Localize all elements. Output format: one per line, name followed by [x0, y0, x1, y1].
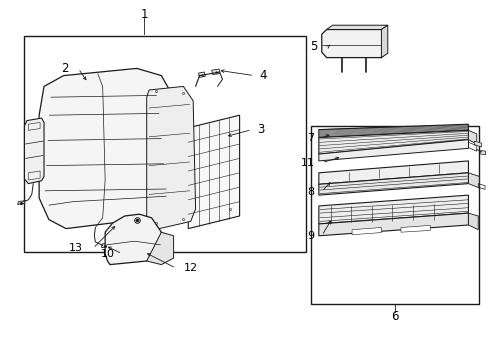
Text: 11: 11 — [300, 158, 314, 168]
Text: 8: 8 — [306, 186, 314, 197]
Polygon shape — [102, 243, 107, 248]
Text: 7: 7 — [306, 132, 314, 143]
Text: 3: 3 — [256, 123, 264, 136]
Polygon shape — [468, 213, 477, 230]
Polygon shape — [400, 225, 429, 232]
Text: 2: 2 — [61, 62, 68, 75]
Polygon shape — [146, 86, 195, 230]
Text: 12: 12 — [183, 263, 197, 273]
Polygon shape — [105, 214, 161, 265]
Text: 5: 5 — [310, 40, 317, 53]
Polygon shape — [318, 161, 468, 184]
Polygon shape — [24, 118, 44, 184]
Polygon shape — [318, 213, 468, 236]
Bar — [24, 36, 305, 252]
Polygon shape — [146, 232, 173, 265]
Polygon shape — [468, 130, 476, 144]
Polygon shape — [480, 150, 485, 155]
Polygon shape — [351, 228, 381, 235]
Polygon shape — [18, 201, 25, 204]
Bar — [310, 126, 478, 304]
Polygon shape — [318, 130, 468, 154]
Polygon shape — [326, 25, 387, 30]
Text: 13: 13 — [69, 243, 83, 253]
Polygon shape — [473, 141, 481, 147]
Polygon shape — [318, 140, 468, 161]
Polygon shape — [198, 72, 205, 77]
Text: 1: 1 — [140, 8, 148, 21]
Polygon shape — [39, 68, 176, 229]
Polygon shape — [321, 30, 386, 58]
Polygon shape — [188, 115, 239, 229]
Polygon shape — [318, 124, 468, 138]
Text: 10: 10 — [101, 249, 115, 259]
Polygon shape — [211, 69, 220, 75]
Text: 9: 9 — [306, 231, 314, 241]
Polygon shape — [318, 173, 468, 195]
Polygon shape — [381, 25, 387, 58]
Text: 4: 4 — [259, 69, 266, 82]
Polygon shape — [318, 195, 468, 224]
Polygon shape — [468, 173, 478, 188]
Text: 6: 6 — [390, 310, 398, 323]
